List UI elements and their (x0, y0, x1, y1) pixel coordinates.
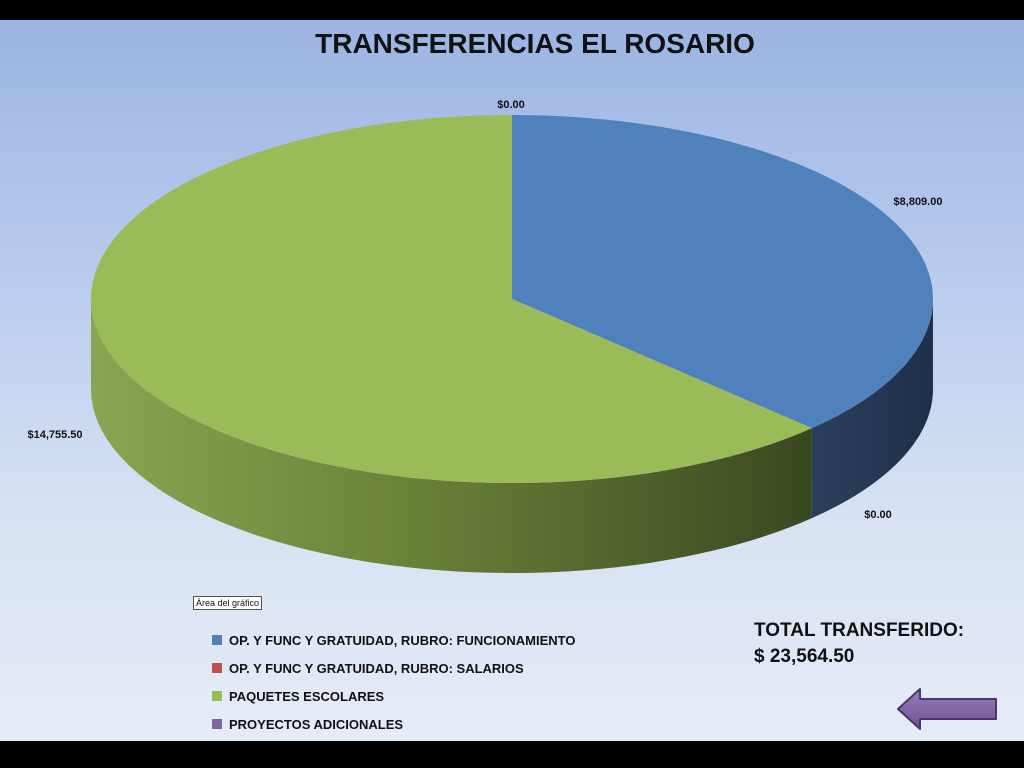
pie-slice-side (91, 299, 812, 574)
left-arrow-icon[interactable] (896, 686, 1000, 732)
chart-title: TRANSFERENCIAS EL ROSARIO (315, 28, 755, 59)
pie-chart: TRANSFERENCIAS EL ROSARIO $8,809.00 $0.00… (27, 28, 943, 574)
legend-item: PAQUETES ESCOLARES (212, 682, 575, 710)
chart-area-tooltip: Área del gráfico (193, 596, 263, 610)
pie-slice (90, 115, 812, 483)
data-label: $8,809.00 (894, 196, 943, 208)
total-label: TOTAL TRANSFERIDO: (754, 620, 965, 641)
total-transferred: TOTAL TRANSFERIDO: $ 23,564.50 (754, 618, 964, 670)
slide: TRANSFERENCIAS EL ROSARIO $8,809.00 $0.00… (0, 20, 1024, 741)
total-value: $ 23,564.50 (754, 646, 855, 667)
data-label: $0.00 (864, 509, 892, 521)
legend-swatch (212, 719, 222, 729)
data-label: $14,755.50 (27, 429, 82, 441)
legend-swatch (212, 635, 222, 645)
legend-item: OP. Y FUNC Y GRATUIDAD, RUBRO: SALARIOS (212, 654, 575, 682)
legend-label: PROYECTOS ADICIONALES (229, 716, 404, 732)
legend-item: PROYECTOS ADICIONALES (212, 710, 575, 738)
legend-swatch (212, 663, 222, 673)
chart-legend: OP. Y FUNC Y GRATUIDAD, RUBRO: FUNCIONAM… (212, 626, 575, 738)
legend-item: OP. Y FUNC Y GRATUIDAD, RUBRO: FUNCIONAM… (212, 626, 575, 654)
data-label: $0.00 (497, 99, 525, 111)
legend-label: OP. Y FUNC Y GRATUIDAD, RUBRO: SALARIOS (229, 660, 524, 676)
legend-label: OP. Y FUNC Y GRATUIDAD, RUBRO: FUNCIONAM… (229, 632, 576, 648)
pie-slice (512, 115, 933, 429)
pie-slice-side (811, 300, 933, 519)
legend-swatch (212, 691, 222, 701)
legend-label: PAQUETES ESCOLARES (229, 688, 385, 704)
